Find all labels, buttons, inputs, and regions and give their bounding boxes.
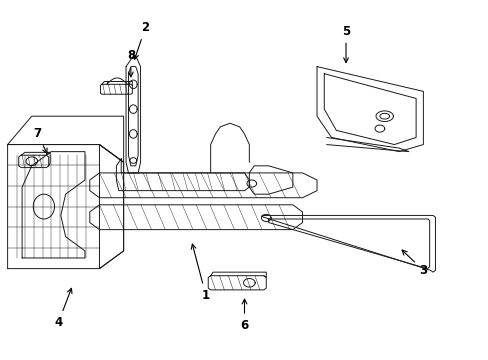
Text: 5: 5 xyxy=(341,24,349,63)
Text: 3: 3 xyxy=(401,250,427,277)
Text: 4: 4 xyxy=(54,288,72,329)
Text: 1: 1 xyxy=(191,244,209,302)
Text: 7: 7 xyxy=(34,127,47,153)
Text: 2: 2 xyxy=(134,21,149,59)
Text: 6: 6 xyxy=(240,299,248,332)
Text: 8: 8 xyxy=(126,49,135,77)
